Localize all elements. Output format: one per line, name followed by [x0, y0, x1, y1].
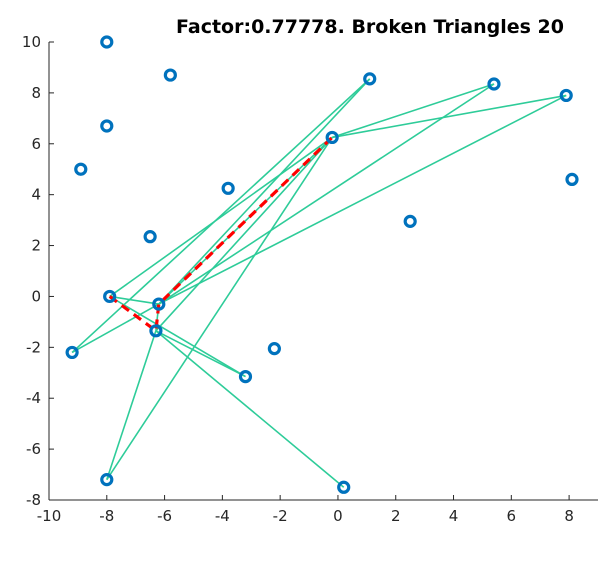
x-tick-label: 4	[449, 507, 459, 525]
data-point-2	[163, 68, 177, 82]
y-tick-label: -2	[26, 338, 41, 356]
triangle-edge-1	[109, 136, 333, 298]
data-point-10	[559, 88, 573, 103]
data-point-11	[565, 172, 579, 186]
y-tick-label: 8	[31, 84, 41, 102]
data-point-4	[74, 162, 88, 176]
data-point-20	[337, 480, 351, 494]
x-tick-label: -8	[99, 507, 114, 525]
y-tick-label: -8	[26, 491, 41, 509]
data-point-15	[149, 324, 163, 338]
triangle-edge-11	[155, 330, 345, 488]
data-point-1	[100, 35, 114, 49]
y-tick-label: 10	[22, 33, 41, 51]
data-point-12	[403, 214, 417, 228]
x-tick-label: -2	[273, 507, 288, 525]
x-tick-label: 8	[564, 507, 574, 525]
data-point-7	[363, 72, 377, 86]
data-point-8	[325, 130, 339, 145]
y-tick-label: 4	[31, 186, 41, 204]
y-tick-label: -4	[26, 389, 41, 407]
data-point-9	[487, 77, 501, 91]
triangle-edge-12	[71, 303, 160, 354]
triangle-edge-3	[109, 295, 246, 378]
x-tick-label: -10	[37, 507, 62, 525]
triangle-edge-14	[106, 330, 157, 480]
y-tick-label: -6	[26, 440, 41, 458]
data-point-16	[65, 345, 79, 360]
x-tick-label: 0	[333, 507, 343, 525]
data-point-3	[100, 119, 114, 133]
triangle-edge-7	[158, 94, 567, 305]
data-point-18	[267, 342, 281, 356]
data-point-19	[100, 473, 114, 487]
data-point-6	[143, 230, 157, 244]
x-tick-label: -4	[215, 507, 230, 525]
triangle-edge-16	[331, 83, 495, 139]
triangle-edge-17	[332, 94, 567, 139]
y-tick-label: 6	[31, 135, 41, 153]
x-tick-label: 2	[391, 507, 401, 525]
triangle-edge-13	[71, 78, 371, 354]
triangle-edge-2	[109, 295, 159, 305]
x-tick-label: 6	[507, 507, 517, 525]
data-point-14	[152, 297, 166, 311]
x-tick-label: -6	[157, 507, 172, 525]
data-point-13	[103, 289, 117, 304]
data-point-5	[221, 181, 235, 195]
y-tick-label: 0	[31, 287, 41, 305]
triangle-edges	[71, 78, 567, 488]
chart-title: Factor:0.77778. Broken Triangles 20	[176, 16, 564, 38]
triangle-edge-8	[155, 136, 333, 332]
triangle-edge-15	[106, 136, 333, 481]
data-point-17	[238, 369, 253, 384]
data-points	[65, 35, 579, 494]
y-tick-label: 2	[31, 237, 41, 255]
triangle-edge-5	[158, 78, 371, 305]
triangle-edge-10	[155, 330, 246, 378]
